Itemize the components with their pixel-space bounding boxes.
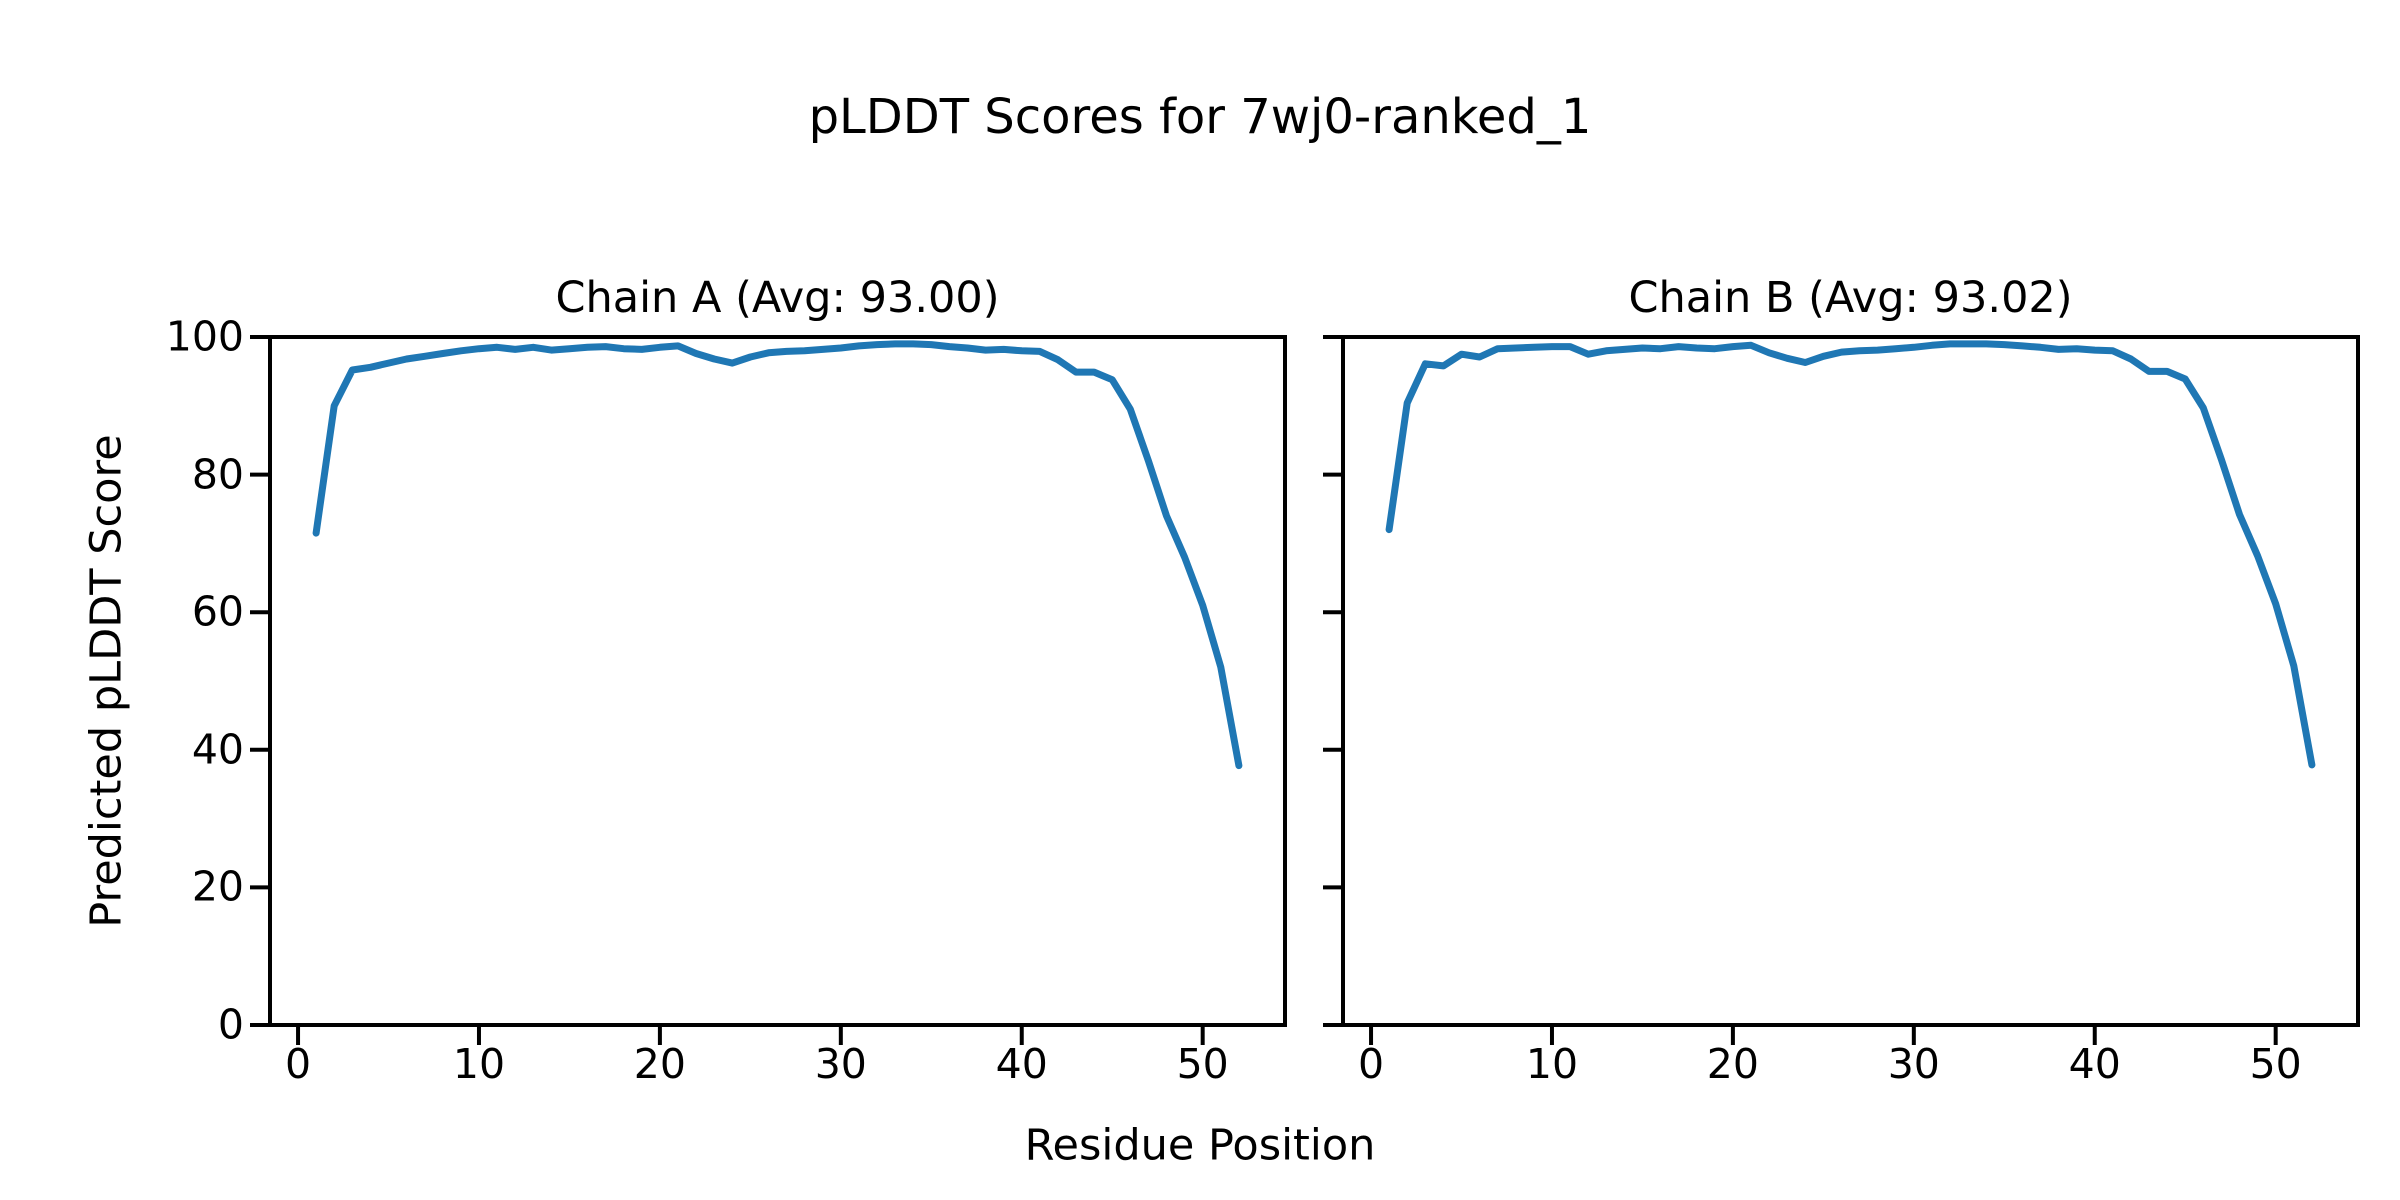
x-tick-label: 0: [284, 1040, 312, 1088]
plot-area: [250, 335, 1287, 1045]
plot-area: [1323, 335, 2360, 1045]
x-tick-label: 50: [2249, 1040, 2302, 1088]
y-tick-label: 60: [191, 587, 244, 636]
y-tick-label: 0: [217, 1000, 244, 1049]
chain-a-axes: Chain A (Avg: 93.00) 0 10 20 30 40 50 0 20 40 60 8…: [166, 277, 1287, 1085]
figure-title: pLDDT Scores for 7wj0-ranked_1: [808, 89, 1592, 145]
x-tick-label: 40: [2068, 1040, 2121, 1088]
y-tick-label: 40: [191, 725, 244, 774]
plddt-line: [1385, 340, 2316, 769]
axes-spines: [268, 335, 1287, 1027]
x-tick-label: 40: [995, 1040, 1048, 1088]
axes-spines: [1341, 335, 2360, 1027]
plddt-line: [312, 340, 1243, 770]
y-tick-label: 100: [165, 312, 244, 361]
x-axis-label: Residue Position: [1024, 1120, 1376, 1171]
y-axis-label: Predicted pLDDT Score: [81, 434, 132, 928]
x-tick-label: 0: [1357, 1040, 1385, 1088]
x-tick-label: 30: [814, 1040, 867, 1088]
y-tick-label: 80: [191, 450, 244, 499]
x-tick-label: 20: [633, 1040, 686, 1088]
chain-a-title: Chain A (Avg: 93.00): [555, 273, 1000, 323]
chain-b-axes: Chain B (Avg: 93.02) 0 10 20 30 40 50: [1323, 277, 2360, 1085]
x-tick-label: 20: [1706, 1040, 1759, 1088]
x-tick-label: 50: [1176, 1040, 1229, 1088]
x-tick-label: 10: [452, 1040, 506, 1088]
y-tick-label: 20: [191, 862, 244, 911]
chain-b-title: Chain B (Avg: 93.02): [1628, 273, 2073, 323]
x-tick-label: 10: [1525, 1040, 1579, 1088]
x-tick-label: 30: [1887, 1040, 1940, 1088]
